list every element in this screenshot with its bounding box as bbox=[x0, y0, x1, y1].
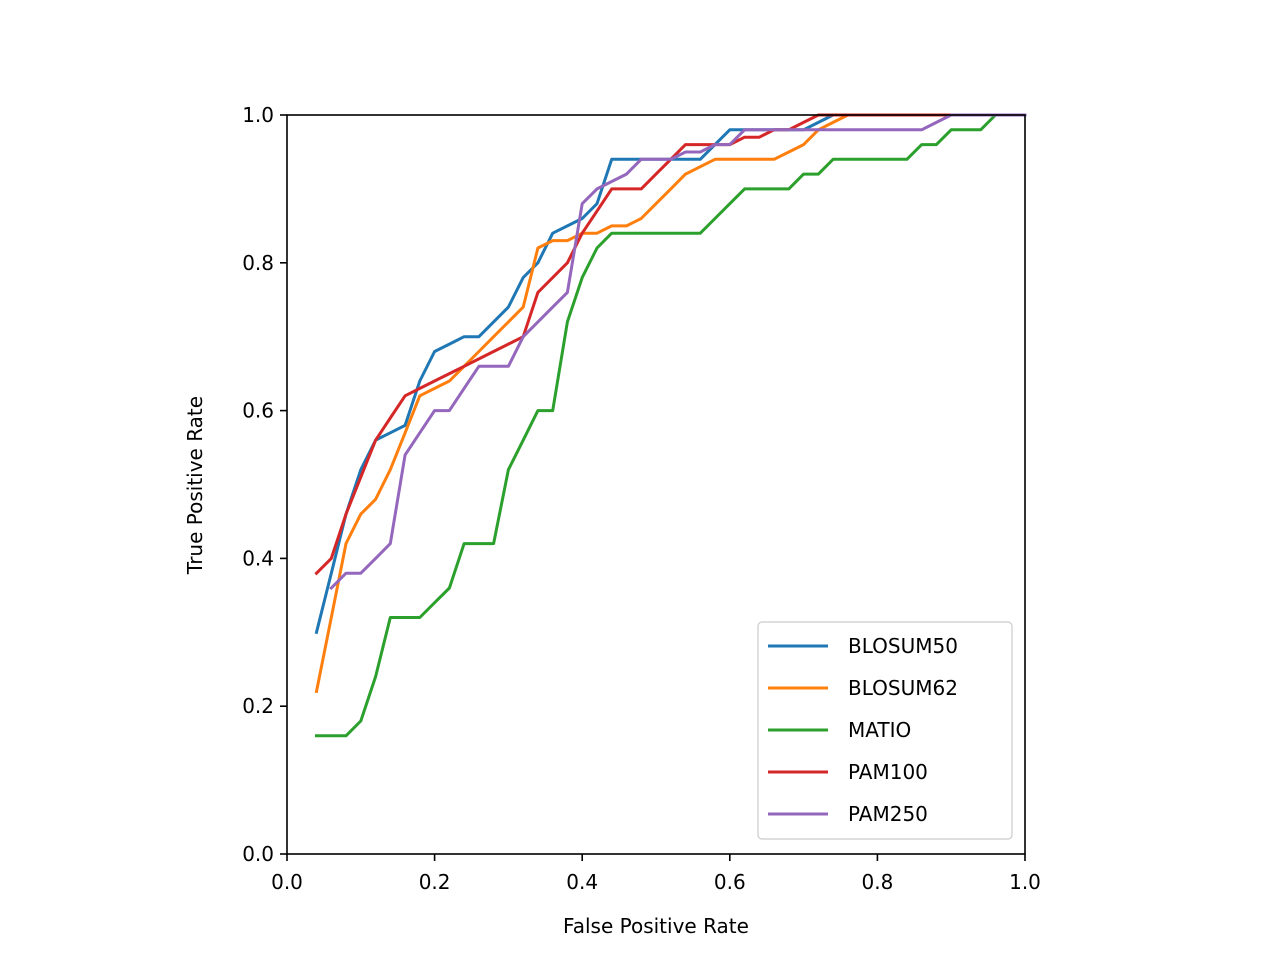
x-tick-label: 0.6 bbox=[714, 870, 746, 894]
x-tick-label: 0.4 bbox=[566, 870, 598, 894]
y-axis: 0.0 0.2 0.4 0.6 0.8 1.0 bbox=[242, 103, 287, 866]
legend-label-pam250: PAM250 bbox=[848, 802, 928, 826]
legend-label-blosum62: BLOSUM62 bbox=[848, 676, 958, 700]
y-axis-label: True Positive Rate bbox=[183, 396, 207, 575]
legend-label-blosum50: BLOSUM50 bbox=[848, 634, 958, 658]
x-tick-label: 1.0 bbox=[1009, 870, 1041, 894]
series-line-pam250 bbox=[329, 113, 1027, 591]
legend: BLOSUM50 BLOSUM62 MATIO PAM100 PAM250 bbox=[757, 621, 1013, 840]
y-tick-label: 0.8 bbox=[242, 251, 274, 275]
y-tick-label: 1.0 bbox=[242, 103, 274, 127]
legend-label-matio: MATIO bbox=[848, 718, 911, 742]
series-line-matio bbox=[315, 113, 1027, 738]
series-layer bbox=[314, 113, 1027, 738]
y-tick-label: 0.4 bbox=[242, 546, 274, 570]
y-tick-label: 0.6 bbox=[242, 399, 274, 423]
legend-box bbox=[757, 621, 1013, 840]
x-tick-label: 0.0 bbox=[271, 870, 303, 894]
x-tick-label: 0.8 bbox=[861, 870, 893, 894]
x-axis: 0.0 0.2 0.4 0.6 0.8 1.0 bbox=[271, 854, 1041, 894]
legend-label-pam100: PAM100 bbox=[848, 760, 928, 784]
series-line-blosum62 bbox=[314, 113, 1027, 694]
x-axis-label: False Positive Rate bbox=[563, 914, 749, 938]
y-tick-label: 0.2 bbox=[242, 694, 274, 718]
y-tick-label: 0.0 bbox=[242, 842, 274, 866]
x-tick-label: 0.2 bbox=[419, 870, 451, 894]
plot-frame bbox=[286, 114, 1026, 855]
